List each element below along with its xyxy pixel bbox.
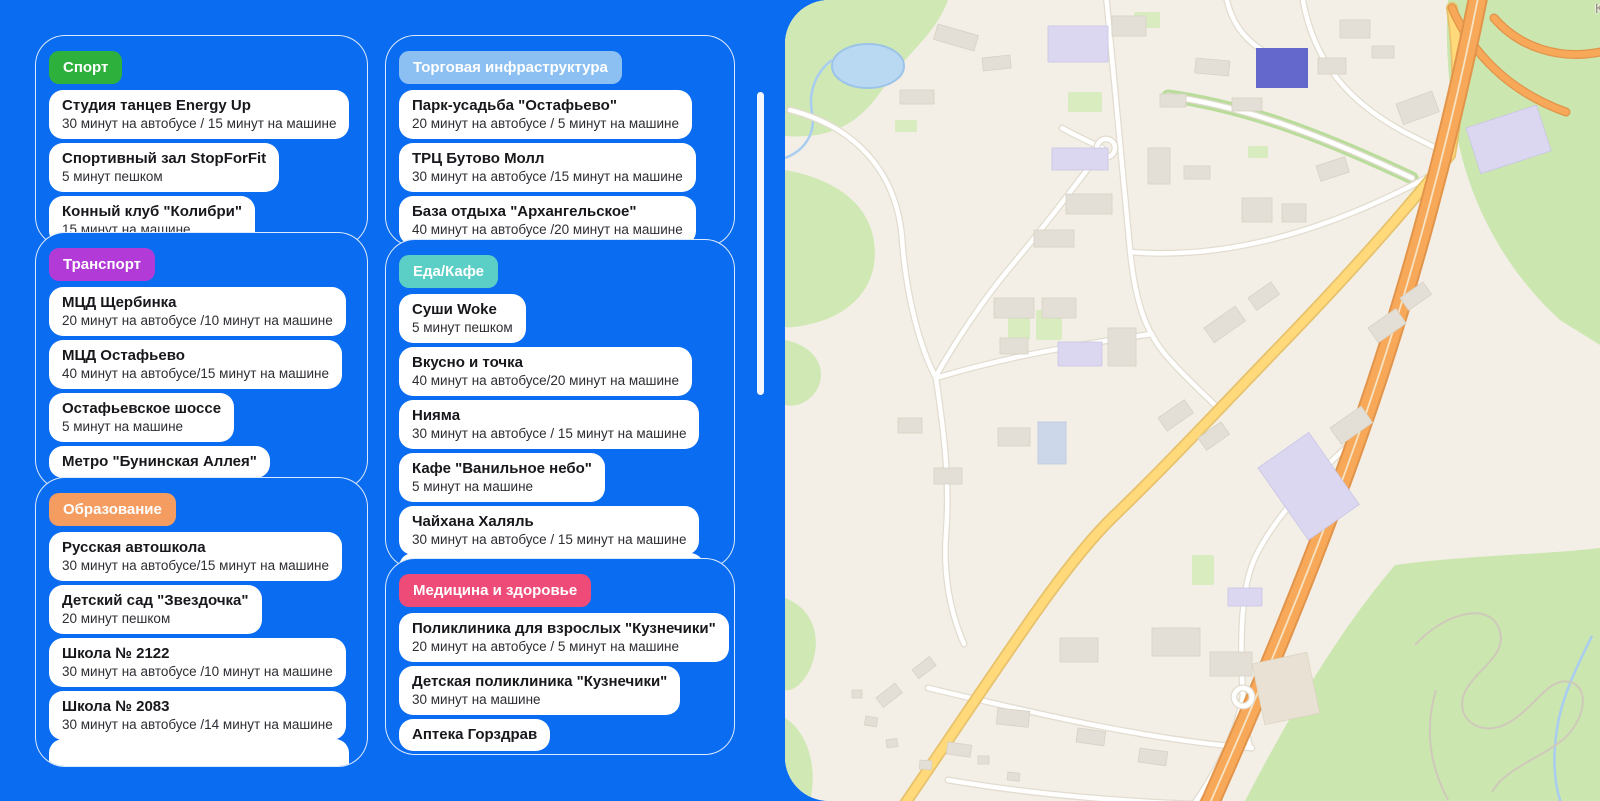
travel-time: 5 минут пешком	[412, 320, 513, 335]
travel-time: 30 минут на автобусе /14 минут на машине	[62, 717, 333, 732]
place-name: Детская поликлиника "Кузнечики"	[412, 673, 668, 690]
place-name: МЦД Остафьево	[62, 347, 185, 364]
travel-time: 30 минут на автобусе / 15 минут на машин…	[62, 116, 337, 131]
travel-time: 20 минут на автобусе / 5 минут на машине	[412, 116, 679, 131]
travel-time: 30 минут на автобусе / 15 минут на машин…	[412, 426, 687, 441]
place-name: Остафьевское шоссе	[62, 400, 222, 417]
section-badge-sport: Спорт	[49, 51, 123, 84]
travel-time: 30 минут на машине	[412, 692, 541, 707]
street-label: Куркинские Бани	[1595, 1, 1600, 16]
place-name: Спортивный зал StopForFit	[62, 150, 267, 167]
place-name: Парк-усадьба "Остафьево"	[412, 97, 617, 114]
place-name: Метро "Бунинская Аллея"	[62, 453, 257, 470]
place-name: Вкусно и точка	[412, 354, 523, 371]
place-card: Метро "Бунинская Аллея"	[49, 446, 270, 478]
section-sport-list: Студия танцев Energy Up 30 минут на авто…	[49, 90, 367, 245]
place-card: Студия танцев Energy Up 30 минут на авто…	[49, 90, 350, 139]
section-badge-transport: Транспорт	[49, 248, 156, 281]
section-medicine-list: Поликлиника для взрослых "Кузнечики" 20 …	[399, 613, 734, 751]
section-badge-shopping: Торговая инфраструктура	[399, 51, 622, 84]
map-base-tiles	[785, 0, 1600, 801]
place-card: Русская автошкола 30 минут на автобусе/1…	[49, 532, 342, 581]
travel-time: 40 минут на автобусе /20 минут на машине	[412, 222, 683, 237]
section-food: Еда/Кафе Суши Woke 5 минут пешком Вкусно…	[385, 239, 735, 569]
travel-time: 40 минут на автобусе/15 минут на машине	[62, 366, 329, 381]
place-card: Детский сад "Звездочка" 20 минут пешком	[49, 585, 262, 634]
section-shopping: Торговая инфраструктура Парк-усадьба "Ос…	[385, 35, 735, 247]
travel-time: 20 минут пешком	[62, 611, 171, 626]
place-name: ТРЦ Бутово Молл	[412, 150, 545, 167]
section-education-list: Русская автошкола 30 минут на автобусе/1…	[49, 532, 367, 740]
place-name: Конный клуб "Колибри"	[62, 203, 242, 220]
place-name: Суши Woke	[412, 301, 497, 318]
travel-time: 5 минут пешком	[62, 169, 163, 184]
travel-time: 30 минут на автобусе /10 минут на машине	[62, 664, 333, 679]
place-card: МЦД Остафьево 40 минут на автобусе/15 ми…	[49, 340, 342, 389]
clipped-card	[49, 739, 349, 766]
place-card: Кафе "Ванильное небо" 5 минут на машине	[399, 453, 605, 502]
section-shopping-list: Парк-усадьба "Остафьево" 20 минут на авт…	[399, 90, 734, 245]
place-card: Поликлиника для взрослых "Кузнечики" 20 …	[399, 613, 729, 662]
place-name: Кафе "Ванильное небо"	[412, 460, 592, 477]
travel-time: 20 минут на автобусе / 5 минут на машине	[412, 639, 679, 654]
place-card: Спортивный зал StopForFit 5 минут пешком	[49, 143, 280, 192]
place-card: База отдыха "Архангельское" 40 минут на …	[399, 196, 696, 245]
travel-time: 30 минут на автобусе /15 минут на машине	[412, 169, 683, 184]
travel-time: 40 минут на автобусе/20 минут на машине	[412, 373, 679, 388]
place-card: Парк-усадьба "Остафьево" 20 минут на авт…	[399, 90, 692, 139]
travel-time: 5 минут на машине	[412, 479, 534, 494]
section-transport: Транспорт МЦД Щербинка 20 минут на автоб…	[35, 232, 368, 490]
section-badge-medicine: Медицина и здоровье	[399, 574, 592, 607]
place-name: Чайхана Халяль	[412, 513, 534, 530]
place-name: МЦД Щербинка	[62, 294, 177, 311]
place-name: Русская автошкола	[62, 539, 206, 556]
map[interactable]: Куркинские Бани Просторная ул. Верхняя у…	[785, 0, 1600, 801]
place-card: Суши Woke 5 минут пешком	[399, 294, 526, 343]
section-education: Образование Русская автошкола 30 минут н…	[35, 477, 368, 767]
place-name: Поликлиника для взрослых "Кузнечики"	[412, 620, 716, 637]
section-medicine: Медицина и здоровье Поликлиника для взро…	[385, 558, 735, 755]
place-name: Школа № 2083	[62, 698, 170, 715]
place-name: Студия танцев Energy Up	[62, 97, 251, 114]
place-name: База отдыха "Архангельское"	[412, 203, 637, 220]
travel-time: 30 минут на автобусе / 15 минут на машин…	[412, 532, 687, 547]
place-card: Детская поликлиника "Кузнечики" 30 минут…	[399, 666, 681, 715]
section-sport: Спорт Студия танцев Energy Up 30 минут н…	[35, 35, 368, 247]
place-card: Школа № 2083 30 минут на автобусе /14 ми…	[49, 691, 346, 740]
place-name: Нияма	[412, 407, 461, 424]
travel-time: 20 минут на автобусе /10 минут на машине	[62, 313, 333, 328]
section-badge-education: Образование	[49, 493, 176, 526]
place-name: Аптека Горздрав	[412, 726, 538, 743]
street-labels-layer: Куркинские Бани Просторная ул. Верхняя у…	[785, 0, 1600, 801]
place-card: ТРЦ Бутово Молл 30 минут на автобусе /15…	[399, 143, 696, 192]
place-card: Аптека Горздрав	[399, 719, 551, 751]
place-card: Вкусно и точка 40 минут на автобусе/20 м…	[399, 347, 692, 396]
place-card: Чайхана Халяль 30 минут на автобусе / 15…	[399, 506, 700, 555]
place-card: Школа № 2122 30 минут на автобусе /10 ми…	[49, 638, 346, 687]
panel-scrollbar[interactable]	[757, 92, 764, 395]
section-food-list: Суши Woke 5 минут пешком Вкусно и точка …	[399, 294, 734, 555]
section-transport-list: МЦД Щербинка 20 минут на автобусе /10 ми…	[49, 287, 367, 478]
section-badge-food: Еда/Кафе	[399, 255, 498, 288]
place-card: МЦД Щербинка 20 минут на автобусе /10 ми…	[49, 287, 346, 336]
place-card: Нияма 30 минут на автобусе / 15 минут на…	[399, 400, 700, 449]
travel-time: 30 минут на автобусе/15 минут на машине	[62, 558, 329, 573]
place-name: Детский сад "Звездочка"	[62, 592, 249, 609]
place-card: Остафьевское шоссе 5 минут на машине	[49, 393, 235, 442]
place-name: Школа № 2122	[62, 645, 170, 662]
travel-time: 5 минут на машине	[62, 419, 184, 434]
